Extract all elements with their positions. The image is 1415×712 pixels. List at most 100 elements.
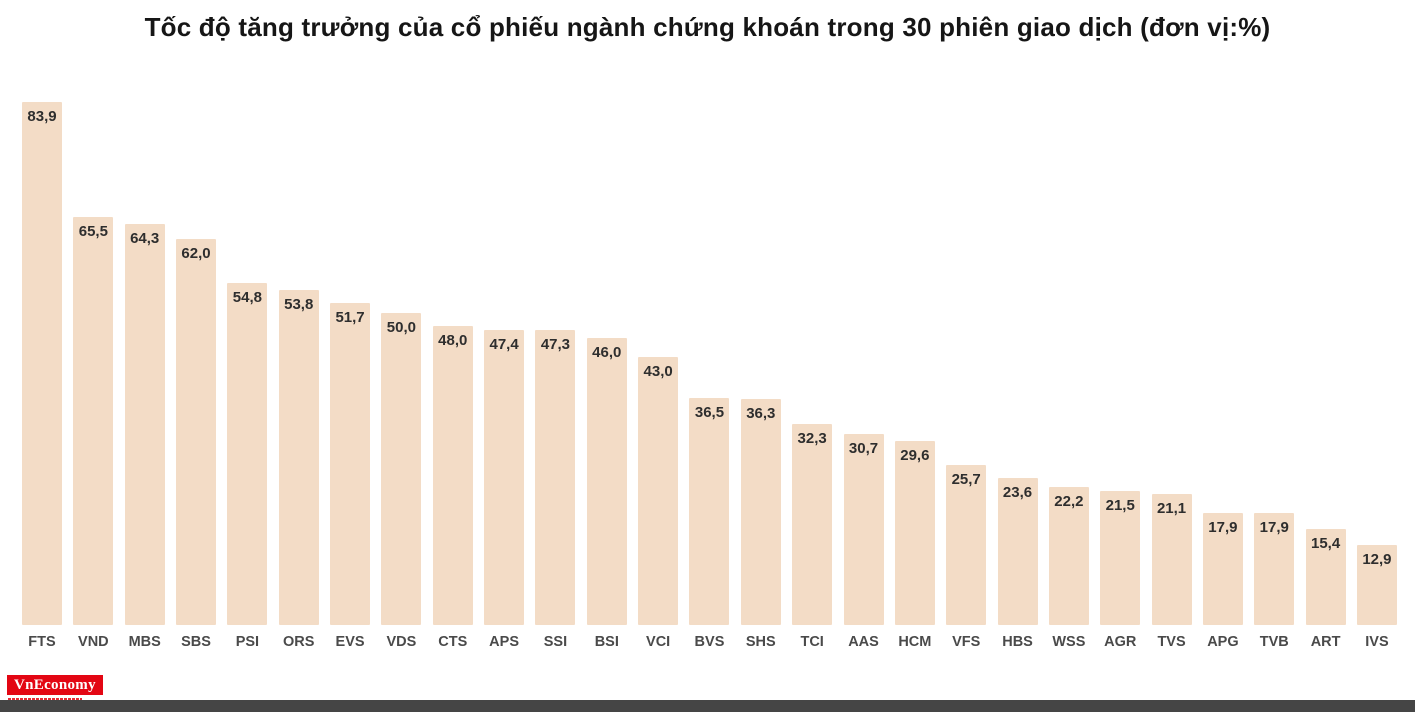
- bar-value-label: 15,4: [1310, 535, 1341, 552]
- bar: 50,0: [381, 313, 422, 625]
- bar-value-label: 36,5: [694, 403, 725, 421]
- bar-column: 54,8 PSI: [227, 283, 268, 650]
- bar-value-label: 46,0: [592, 344, 622, 362]
- bar: 43,0: [638, 357, 679, 625]
- bar-value-label: 25,7: [951, 470, 981, 488]
- bar: 62,0: [176, 238, 217, 625]
- bar-column: 21,5 AGR: [1100, 491, 1141, 650]
- bar: 53,8: [278, 289, 319, 625]
- bar: 17,9: [1254, 513, 1295, 625]
- x-tick-label: APG: [1207, 634, 1239, 650]
- bar-column: 51,7 EVS: [330, 302, 371, 650]
- bar-column: 36,3 SHS: [740, 398, 781, 650]
- bar-value-label: 64,3: [130, 230, 160, 248]
- bar-column: 17,9 TVB: [1254, 513, 1295, 650]
- bar-column: 47,3 SSI: [535, 330, 576, 650]
- bar-column: 21,1 TVS: [1151, 493, 1192, 650]
- x-tick-label: IVS: [1365, 634, 1389, 650]
- bar-value-label: 17,9: [1259, 519, 1289, 537]
- bar-value-label: 29,6: [900, 446, 930, 464]
- x-tick-label: TVB: [1259, 634, 1289, 650]
- bar: 17,9: [1202, 513, 1243, 625]
- bar-column: 43,0 VCI: [638, 357, 679, 650]
- bar: 47,4: [484, 329, 525, 625]
- bar: 47,3: [535, 330, 576, 625]
- bar-column: 22,2 WSS: [1048, 486, 1089, 650]
- bar-value-label: 53,8: [284, 295, 314, 313]
- bar-column: 29,6 HCM: [894, 440, 935, 650]
- bar-value-label: 43,0: [643, 363, 673, 380]
- bar-value-label: 47,3: [540, 336, 571, 354]
- logo-tagline: [8, 698, 82, 701]
- x-tick-label: TCI: [800, 634, 824, 650]
- x-tick-label: EVS: [335, 634, 365, 650]
- bar-value-label: 21,1: [1156, 499, 1187, 517]
- bar: 48,0: [432, 325, 473, 625]
- bar: 32,3: [792, 423, 833, 625]
- bar-value-label: 36,3: [746, 404, 776, 422]
- bar-column: 12,9 IVS: [1356, 544, 1397, 650]
- bar-value-label: 51,7: [335, 308, 365, 326]
- bar-column: 30,7 AAS: [843, 433, 884, 650]
- bar-column: 47,4 APS: [484, 329, 525, 650]
- x-tick-label: PSI: [235, 634, 260, 650]
- x-tick-label: AGR: [1104, 634, 1137, 650]
- bar-column: 32,3 TCI: [792, 423, 833, 650]
- x-tick-label: AAS: [848, 634, 879, 650]
- bar-value-label: 30,7: [848, 439, 879, 457]
- bar-chart: 83,9 FTS 65,5 VND 64,3 MBS 62,0 SBS 54,8 PSI 53,8 O…: [22, 86, 1397, 650]
- bar-value-label: 32,3: [797, 429, 827, 447]
- bar-value-label: 48,0: [438, 331, 468, 349]
- x-tick-label: BVS: [694, 634, 725, 650]
- x-tick-label: VCI: [646, 634, 671, 650]
- bar-value-label: 65,5: [78, 222, 108, 240]
- bottom-page-edge: [0, 700, 1415, 712]
- x-tick-label: VDS: [386, 634, 417, 650]
- bar: 54,8: [227, 283, 268, 625]
- x-tick-label: ORS: [283, 634, 315, 650]
- bar-column: 46,0 BSI: [586, 338, 627, 650]
- bar-value-label: 47,4: [489, 335, 519, 353]
- bar: 36,3: [740, 398, 781, 625]
- x-tick-label: CTS: [438, 634, 468, 650]
- bar: 30,7: [843, 433, 884, 625]
- x-tick-label: MBS: [128, 634, 161, 650]
- bar-value-label: 21,5: [1105, 497, 1135, 514]
- bar-column: 65,5 VND: [73, 216, 114, 650]
- x-tick-label: HBS: [1002, 634, 1033, 650]
- x-tick-label: FTS: [28, 634, 56, 650]
- bar: 36,5: [689, 397, 730, 625]
- bar-column: 50,0 VDS: [381, 313, 422, 650]
- bar-value-label: 17,9: [1208, 519, 1238, 537]
- bar: 15,4: [1305, 529, 1346, 625]
- bar: 23,6: [997, 477, 1038, 625]
- x-tick-label: VFS: [952, 634, 981, 650]
- x-tick-label: TVS: [1157, 634, 1186, 650]
- bar-value-label: 62,0: [181, 244, 211, 262]
- x-tick-label: SBS: [181, 634, 211, 650]
- bar-value-label: 83,9: [27, 108, 57, 125]
- bar: 64,3: [124, 224, 165, 625]
- bar-column: 62,0 SBS: [176, 238, 217, 650]
- bar: 65,5: [73, 216, 114, 625]
- bar-column: 83,9 FTS: [22, 102, 62, 650]
- x-tick-label: BSI: [594, 634, 619, 650]
- bar-column: 64,3 MBS: [124, 224, 165, 650]
- logo-text: VnEconomy: [14, 677, 96, 693]
- bar-value-label: 54,8: [232, 289, 262, 307]
- bar: 51,7: [330, 302, 371, 625]
- bar: 21,1: [1151, 493, 1192, 625]
- bar-column: 53,8 ORS: [278, 289, 319, 650]
- x-tick-label: HCM: [898, 634, 932, 650]
- bar: 21,5: [1100, 491, 1141, 625]
- x-tick-label: VND: [78, 634, 109, 650]
- bar-column: 15,4 ART: [1305, 529, 1346, 650]
- x-tick-label: APS: [489, 634, 519, 650]
- bar-value-label: 50,0: [386, 319, 416, 337]
- bar: 83,9: [22, 102, 62, 625]
- bar: 12,9: [1356, 544, 1397, 625]
- bar: 29,6: [894, 440, 935, 625]
- bar: 25,7: [946, 464, 987, 625]
- bar-column: 17,9 APG: [1202, 513, 1243, 650]
